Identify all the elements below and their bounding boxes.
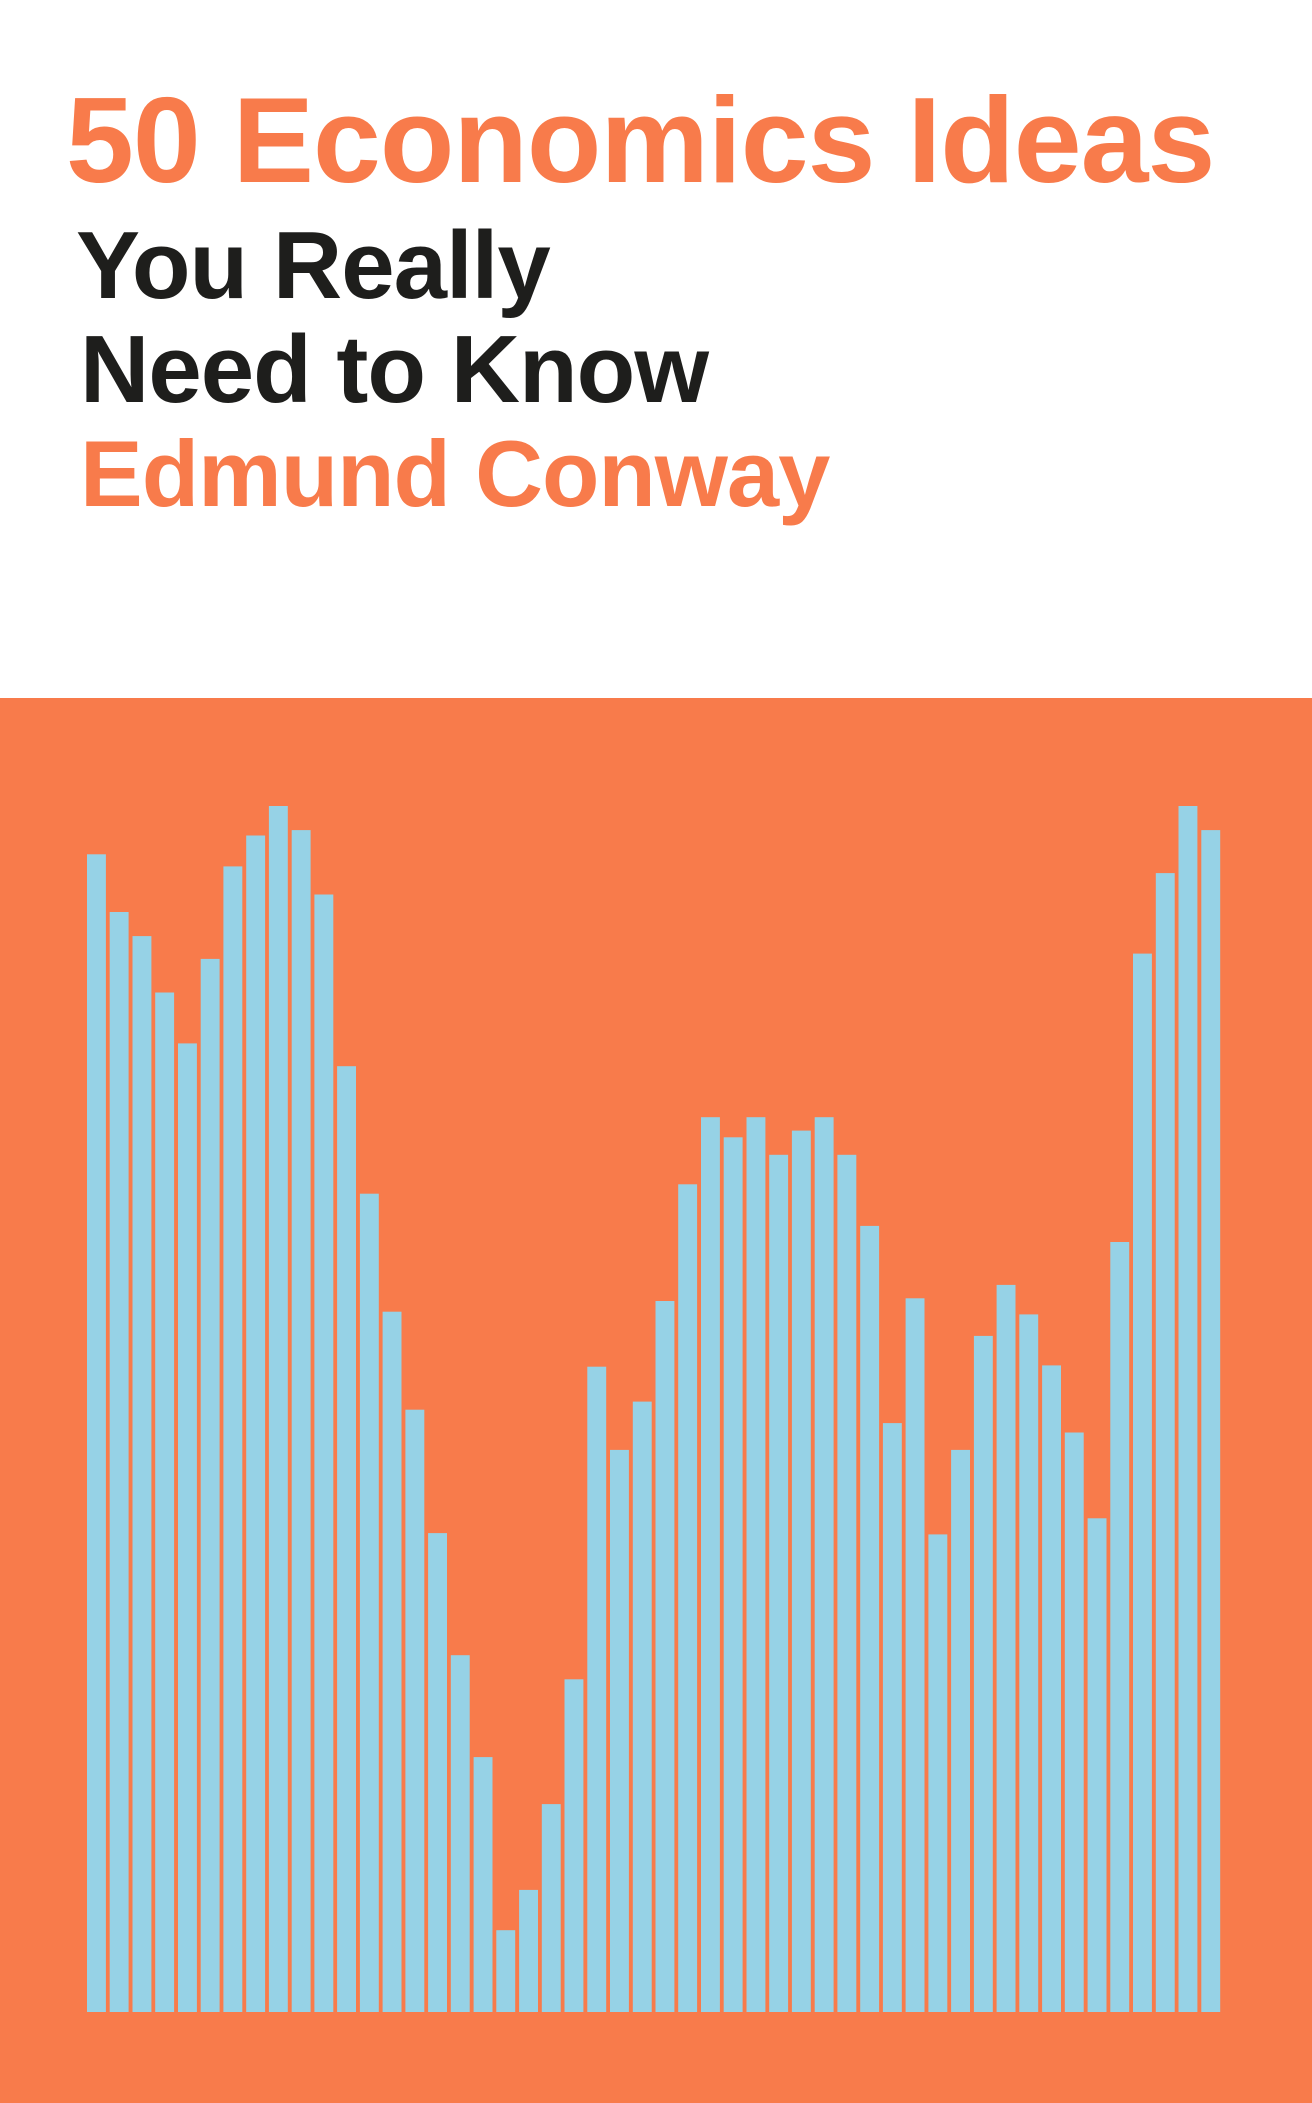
bar	[837, 1154, 857, 2012]
bar	[1110, 1242, 1130, 2012]
bar	[473, 1757, 493, 2012]
bar	[109, 912, 129, 2012]
bar	[382, 1311, 402, 2012]
bar	[905, 1298, 925, 2012]
bar	[1042, 1365, 1061, 2012]
bar	[882, 1423, 902, 2012]
bar	[860, 1225, 880, 2012]
bar	[155, 992, 175, 2012]
bar	[996, 1284, 1016, 2012]
bar-graphic	[87, 806, 1221, 2012]
bar	[587, 1366, 607, 2012]
bar	[337, 1066, 356, 2012]
bar	[746, 1117, 766, 2012]
bar	[928, 1534, 948, 2012]
bar	[428, 1533, 447, 2012]
bar	[814, 1117, 834, 2012]
bar	[359, 1193, 379, 2012]
bar	[610, 1449, 629, 2012]
subtitle-line-1: You Really	[76, 212, 551, 319]
book-title: 50 Economics Ideas	[66, 72, 1215, 208]
bar	[1201, 830, 1221, 2012]
bar	[519, 1889, 538, 2012]
bar	[450, 1655, 470, 2012]
subtitle-line-2: Need to Know	[80, 316, 709, 423]
bar	[132, 936, 152, 2012]
bar	[496, 1930, 516, 2012]
bar	[1155, 873, 1175, 2012]
bar	[701, 1117, 720, 2012]
bar	[291, 830, 311, 2012]
bar	[200, 958, 220, 2012]
bar	[1133, 953, 1152, 2012]
author-name: Edmund Conway	[80, 421, 830, 526]
bar	[632, 1401, 652, 2012]
bar	[973, 1335, 993, 2012]
bar	[655, 1301, 675, 2012]
bar	[1064, 1432, 1084, 2012]
bar	[541, 1804, 561, 2012]
cover-artwork-panel	[0, 698, 1312, 2103]
bar	[268, 806, 288, 2012]
bar	[791, 1130, 811, 2012]
bar	[1178, 806, 1198, 2012]
bar	[314, 894, 334, 2012]
bar	[723, 1137, 743, 2012]
bar	[405, 1409, 425, 2012]
bar	[678, 1184, 698, 2012]
bar	[564, 1679, 584, 2012]
bar	[1019, 1314, 1039, 2012]
bar	[1087, 1518, 1107, 2012]
bar	[246, 835, 266, 2012]
bar	[223, 866, 243, 2012]
bar	[769, 1154, 789, 2012]
bar	[87, 854, 106, 2012]
bar	[951, 1449, 970, 2012]
bar	[178, 1043, 197, 2012]
